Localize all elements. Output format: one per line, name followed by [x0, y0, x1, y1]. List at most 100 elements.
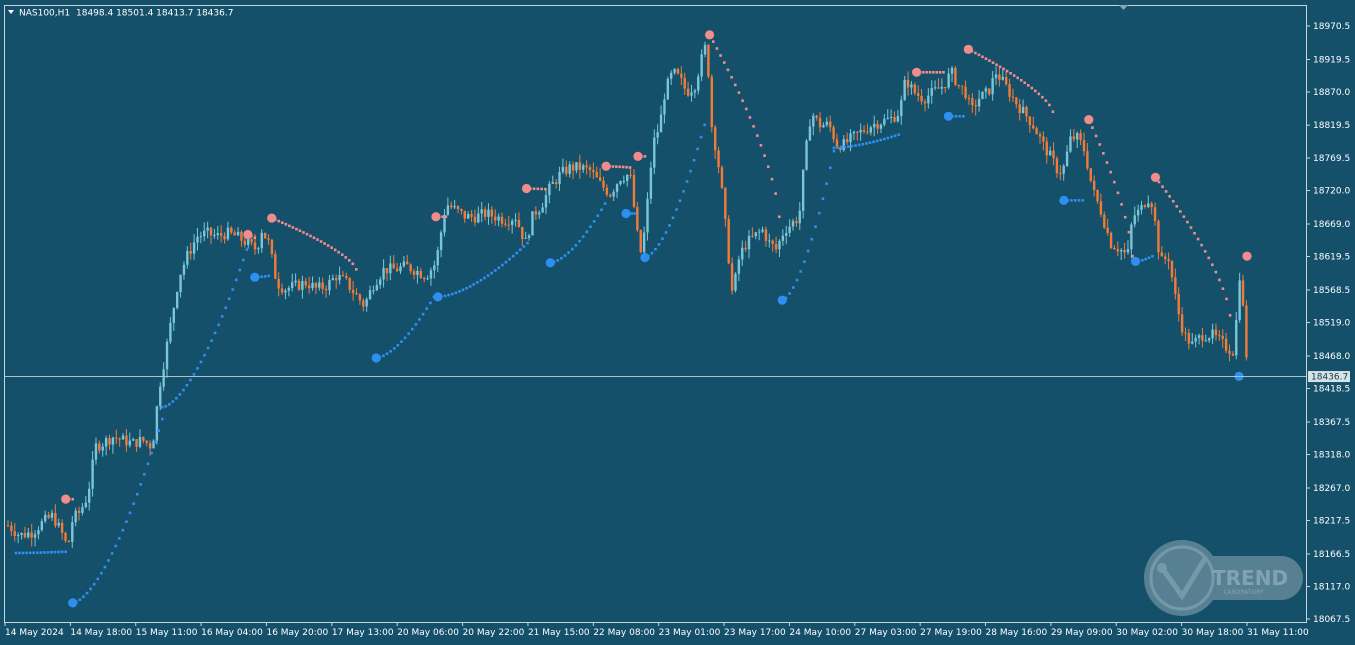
candle-body [23, 533, 27, 538]
sar-dot [403, 336, 407, 340]
candle-body [1082, 140, 1086, 152]
time-axis[interactable]: 14 May 2024 14 May 18:00 15 May 11:00 16 Ma… [4, 622, 1309, 638]
sar-dot [526, 241, 529, 245]
candle-body [598, 177, 602, 181]
sar-bull-reversal-dot [777, 295, 787, 305]
candle-body [761, 229, 764, 232]
sar-dot [217, 323, 220, 327]
candle-body [433, 265, 436, 271]
candle-body [561, 166, 565, 173]
sar-dot [974, 51, 977, 55]
sar-dot [970, 49, 974, 53]
sar-dot [585, 230, 589, 234]
x-tick-label: 27 May 19:00 [920, 628, 982, 638]
candle-body [845, 139, 849, 143]
sar-dot [385, 352, 389, 356]
sar-dot [256, 275, 260, 279]
candle-body [1231, 353, 1235, 356]
candle-body [832, 127, 835, 140]
sar-dot [128, 511, 132, 515]
symbol-menu-icon[interactable] [8, 10, 14, 14]
parabolic-sar-layer [14, 30, 1252, 608]
candle-body [1072, 136, 1076, 140]
sar-dot [125, 520, 128, 524]
sar-dot [843, 145, 847, 149]
candle-body [747, 235, 751, 250]
sar-dot [570, 247, 574, 251]
sar-dot [1034, 89, 1037, 93]
candle-body [189, 250, 192, 254]
sar-dot [444, 215, 448, 219]
sar-dot [825, 182, 828, 185]
sar-dot [722, 61, 726, 64]
candle-body [1062, 165, 1065, 174]
candle-body [988, 88, 991, 95]
chart-shift-marker-icon[interactable] [1119, 5, 1128, 10]
candle-body [395, 268, 399, 272]
candle-body [534, 211, 538, 215]
sar-dot [682, 190, 685, 193]
sar-dot [886, 136, 890, 140]
sar-dot [407, 332, 410, 335]
candle-body [1048, 150, 1052, 156]
x-tick-label: 20 May 06:00 [397, 628, 459, 638]
sar-bear-reversal-dot [912, 67, 922, 77]
sar-dot [817, 211, 821, 215]
sar-dot [454, 291, 458, 295]
candle-body [771, 240, 774, 244]
candle-body [883, 118, 886, 125]
candle-body [842, 139, 845, 151]
candle-body [368, 290, 372, 300]
sar-dot [410, 327, 414, 331]
sar-dot [711, 40, 715, 43]
sar-bull-reversal-dot [640, 252, 650, 263]
candle-body [98, 443, 101, 451]
x-tick-label: 14 May 2024 [5, 628, 64, 638]
candle-body [446, 205, 450, 215]
sar-dot [685, 180, 689, 183]
candle-body [1160, 252, 1164, 257]
sar-dot [678, 199, 682, 203]
sar-dot [1073, 199, 1077, 202]
sar-dot [515, 251, 519, 255]
sar-dot [1030, 86, 1034, 90]
sar-dot [581, 235, 585, 238]
sar-dot [333, 248, 337, 252]
ohlc-readout: 18498.4 18501.4 18413.7 18436.7 [76, 9, 233, 19]
sar-dot [46, 551, 50, 554]
sar-dot [1105, 161, 1109, 164]
sar-dot [1102, 152, 1105, 155]
y-tick-label: 18819.5 [1313, 121, 1350, 131]
candle-body [683, 77, 686, 89]
candle-body [20, 533, 23, 535]
sar-dot [618, 165, 622, 169]
candle-body [544, 195, 548, 208]
sar-dot [392, 347, 396, 350]
candle-body [260, 232, 263, 249]
sar-dot [85, 591, 89, 595]
sar-dot [250, 234, 253, 238]
sar-dot [608, 165, 611, 168]
price-axis[interactable]: 18970.5 18919.5 18870.0 18819.5 18769.5 18720… [1306, 22, 1350, 625]
candle-body [33, 534, 37, 538]
candle-body [233, 232, 236, 236]
sar-dot [121, 528, 125, 532]
candle-body [913, 84, 917, 94]
sar-dot [57, 550, 60, 554]
candle-body [788, 226, 791, 234]
sar-dot [803, 260, 806, 264]
sar-dot [857, 143, 861, 147]
sar-dot [382, 354, 385, 358]
sar-dot [157, 429, 160, 432]
sar-dot [654, 247, 657, 251]
candle-body [456, 206, 460, 209]
sar-dot [715, 47, 719, 50]
x-tick-label: 17 May 13:00 [332, 628, 394, 638]
candle-body [101, 446, 104, 451]
sar-dot [893, 134, 897, 138]
sar-dot [461, 288, 465, 292]
sar-bear-reversal-dot [521, 183, 532, 194]
x-tick-label: 16 May 20:00 [266, 628, 328, 638]
